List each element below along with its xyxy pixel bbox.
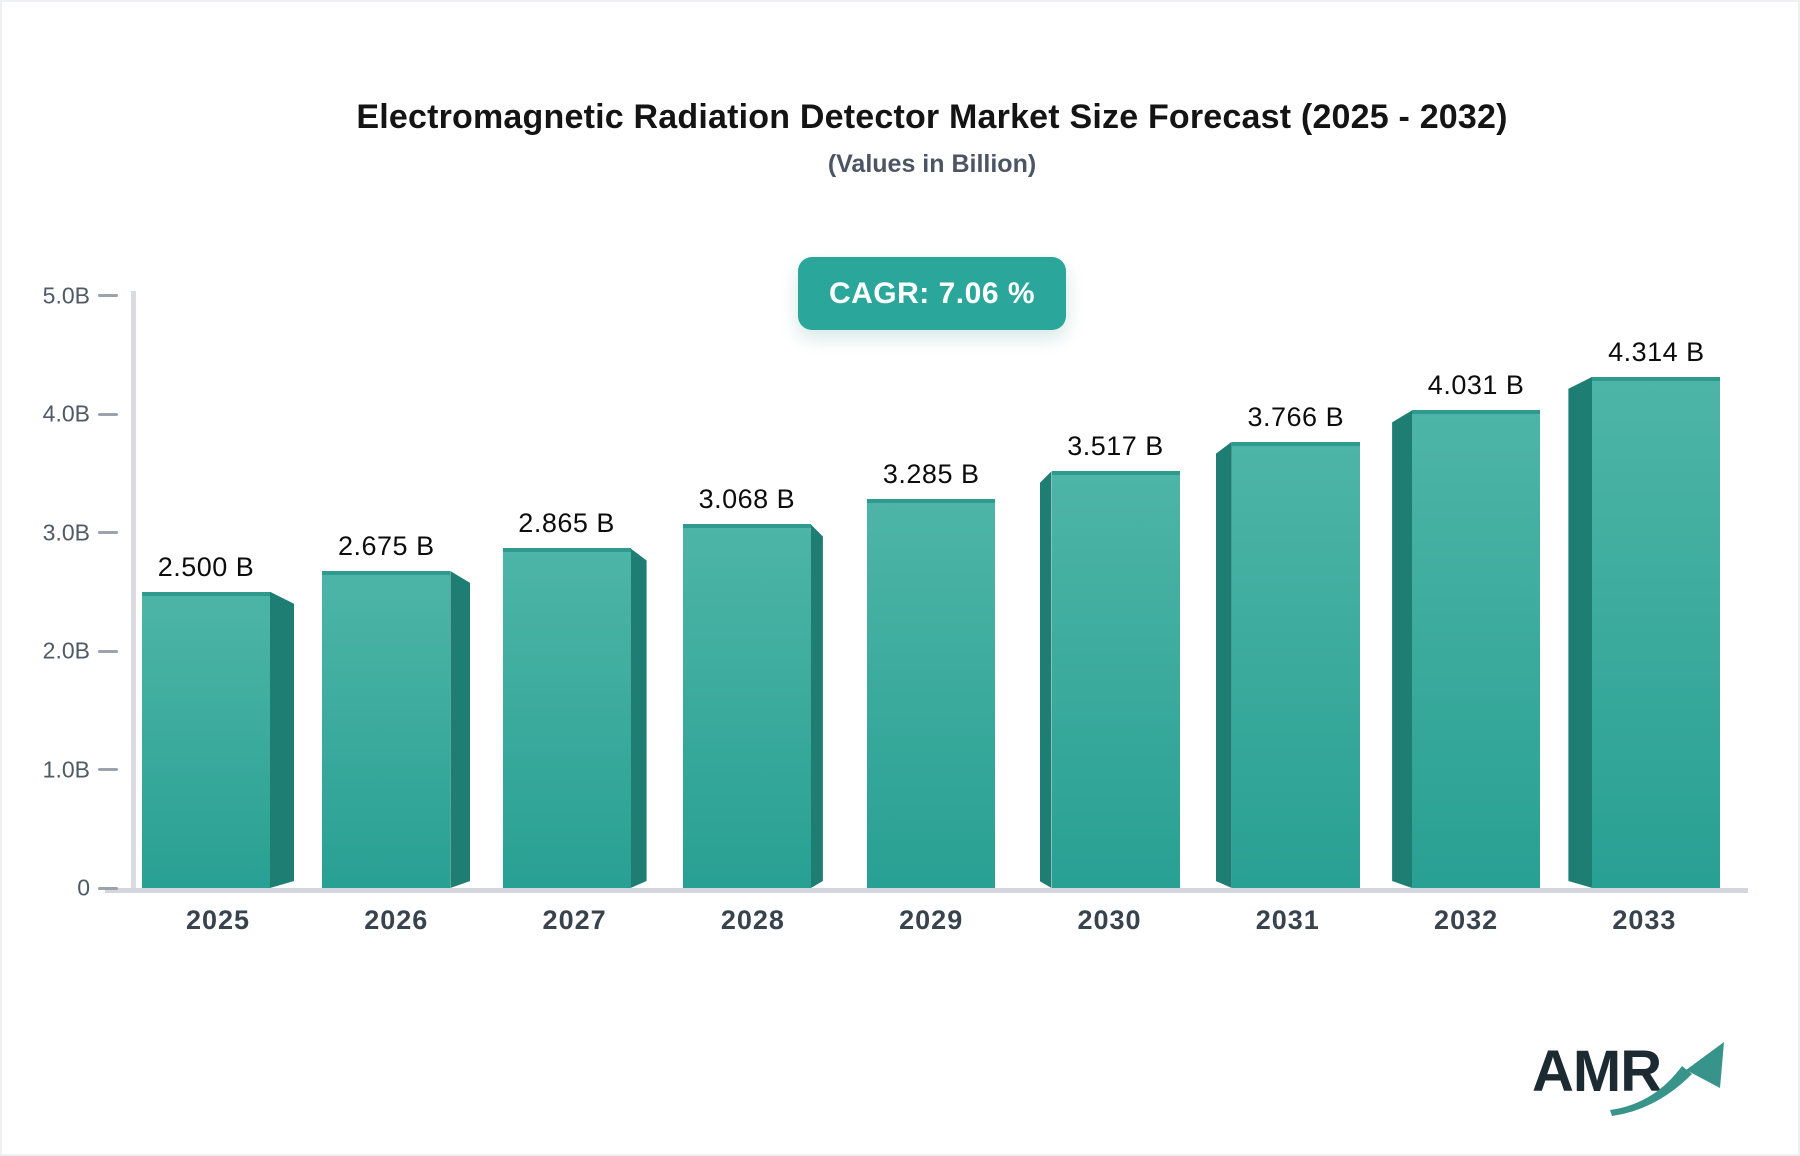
amr-logo: AMR <box>1532 1032 1742 1122</box>
chart-subtitle: (Values in Billion) <box>827 150 1037 178</box>
bar-value-label: 2.675 B <box>338 531 435 561</box>
bar-2032 <box>1412 410 1541 888</box>
bar-2025 <box>142 591 270 888</box>
bar-value-label: 2.500 B <box>157 551 255 582</box>
bar-2026 <box>322 571 451 888</box>
bar-value-label: 4.031 B <box>1427 370 1525 401</box>
x-axis-label-2030: 2030 <box>1077 905 1142 935</box>
bar-value-label: 3.766 B <box>1247 401 1345 432</box>
y-tick-label: 4.0B <box>42 400 90 427</box>
y-axis-line <box>131 291 136 891</box>
y-tick-label: 3.0B <box>42 519 90 545</box>
bar-side-face-2031 <box>1216 442 1232 888</box>
bar-value-label: 2.865 B <box>518 508 615 539</box>
y-tick-mark <box>98 768 118 771</box>
bar-side-face-2028 <box>811 524 823 888</box>
bar-side-face-2033 <box>1568 377 1592 888</box>
bar-2027 <box>502 548 631 888</box>
bar-value-label: 3.068 B <box>698 484 796 515</box>
bar-side-face-2032 <box>1392 410 1412 888</box>
amr-logo-text: AMR <box>1532 1039 1662 1104</box>
bar-value-label: 3.517 B <box>1067 431 1164 462</box>
y-tick-label: 5.0B <box>42 282 90 308</box>
bar-2031 <box>1231 441 1360 888</box>
bar-value-label: 3.285 B <box>882 458 980 489</box>
bar-side-face-2027 <box>631 548 647 888</box>
growth-arrow-icon <box>1610 1042 1724 1116</box>
bar-side-face-2025 <box>270 592 294 888</box>
bar-side-face-2026 <box>450 571 470 888</box>
bar-side-face-2030 <box>1040 471 1052 888</box>
bar-2028 <box>682 524 811 888</box>
y-tick-label: 1.0B <box>42 756 90 782</box>
bar-2033 <box>1592 376 1721 888</box>
x-axis-label-2025: 2025 <box>185 905 251 935</box>
chart-title: Electromagnetic Radiation Detector Marke… <box>356 98 1508 136</box>
x-axis-label-2032: 2032 <box>1434 905 1499 935</box>
y-tick-mark <box>98 294 118 297</box>
bar-value-label: 4.314 B <box>1608 336 1705 367</box>
x-axis-label-2031: 2031 <box>1255 905 1320 935</box>
x-axis-label-2029: 2029 <box>899 905 964 935</box>
x-axis-label-2026: 2026 <box>364 905 429 935</box>
y-tick-label: 2.0B <box>42 637 90 664</box>
y-tick-mark <box>98 531 118 534</box>
y-tick-mark <box>98 886 118 890</box>
bar-2029 <box>867 498 996 888</box>
cagr-badge: CAGR: 7.06 % <box>798 257 1066 330</box>
x-axis-label-2028: 2028 <box>720 905 785 935</box>
x-axis-label-2027: 2027 <box>542 905 607 935</box>
y-tick-mark <box>98 649 118 653</box>
x-axis-label-2033: 2033 <box>1612 905 1677 935</box>
y-tick-label: 0 <box>77 874 90 901</box>
bar-2030 <box>1051 471 1180 888</box>
x-axis-baseline <box>105 888 1748 893</box>
y-tick-mark <box>98 412 118 416</box>
